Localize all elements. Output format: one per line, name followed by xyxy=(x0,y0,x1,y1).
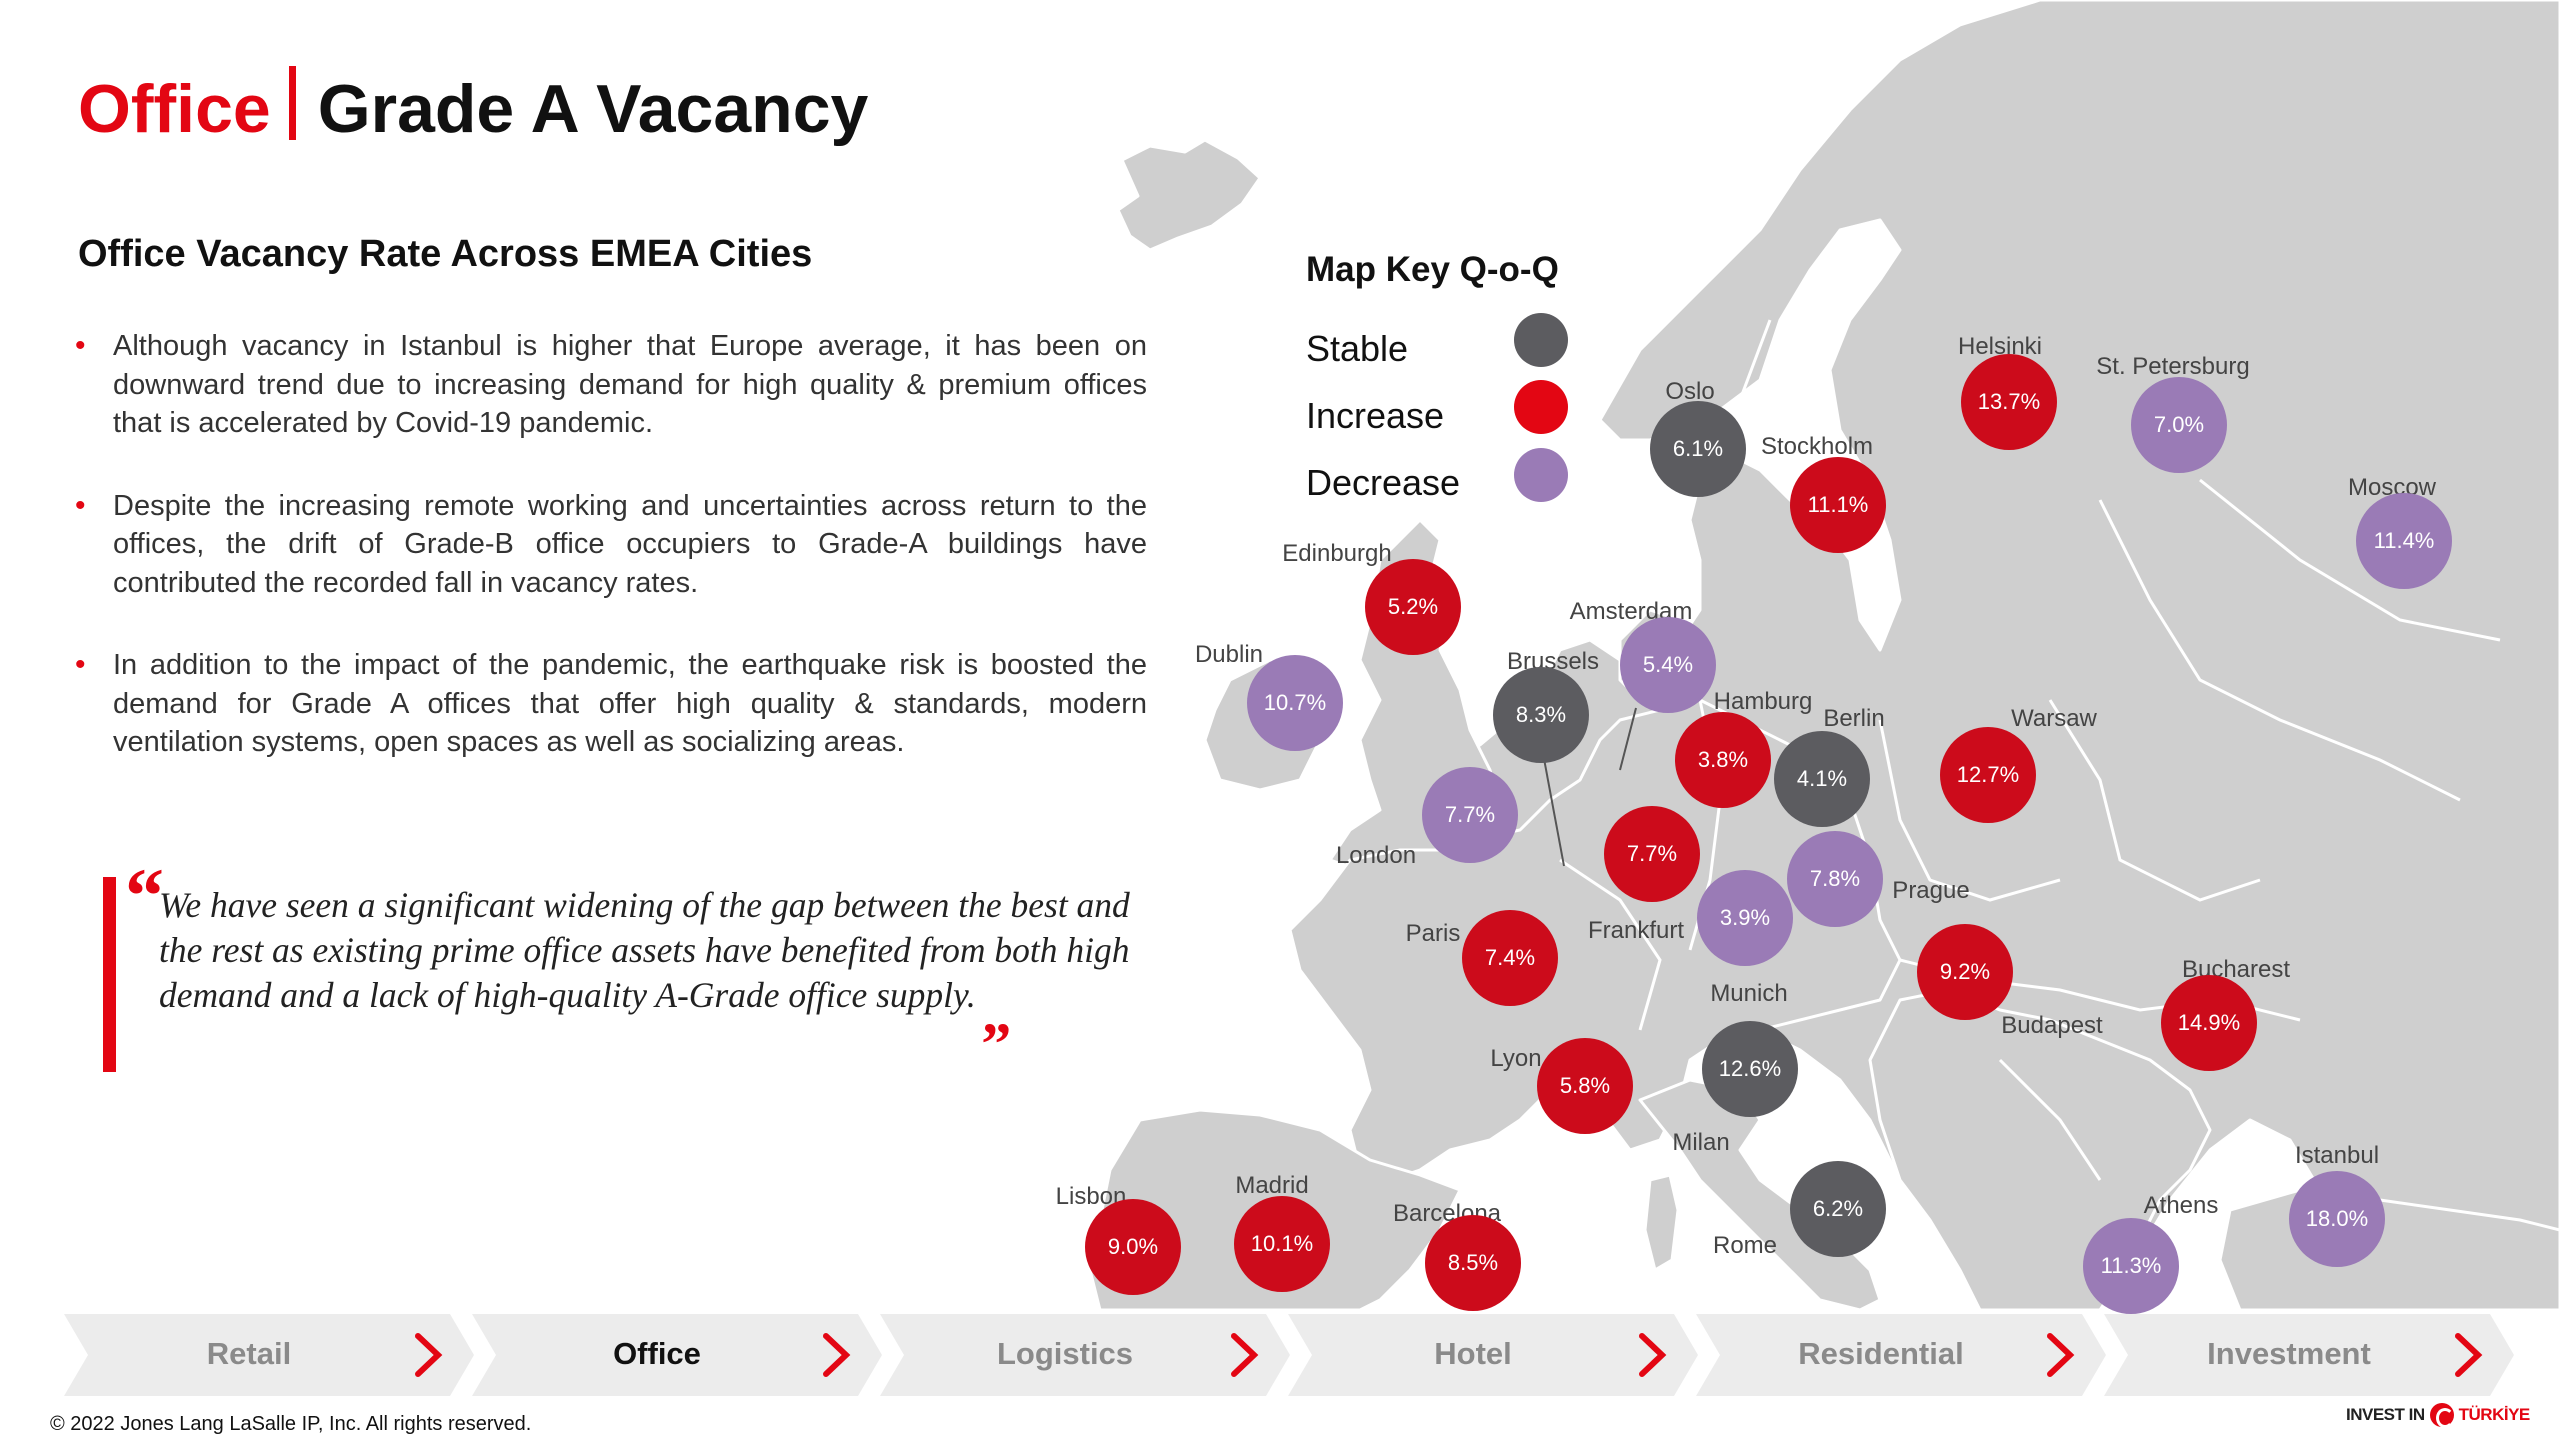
city-marker-lisbon: 9.0% xyxy=(1085,1199,1181,1295)
nav-tab-retail[interactable]: Retail xyxy=(64,1314,474,1396)
city-marker-edinburgh: 5.2% xyxy=(1365,559,1461,655)
city-label-istanbul: Istanbul xyxy=(2294,1142,2380,1169)
logo-text-left: INVEST IN xyxy=(2346,1405,2425,1424)
legend-label-increase: Increase xyxy=(1306,395,1445,436)
city-label-rome: Rome xyxy=(1712,1232,1778,1259)
nav-tab-label: Logistics xyxy=(996,1336,1134,1371)
city-label-lyon: Lyon xyxy=(1490,1045,1542,1072)
city-marker-budapest: 9.2% xyxy=(1917,924,2013,1020)
invest-in-turkiye-logo: INVEST IN TÜRKİYE xyxy=(2346,1401,2530,1429)
logo-emblem-icon xyxy=(2429,1403,2454,1428)
quote-close-mark: „ xyxy=(981,980,1012,1046)
quote-body: We have seen a significant widening of t… xyxy=(159,885,1130,1015)
nav-tab-office[interactable]: Office xyxy=(472,1314,882,1396)
nav-tab-label: Residential xyxy=(1798,1336,1964,1371)
city-marker-oslo: 6.1% xyxy=(1650,401,1746,497)
nav-tab-hotel[interactable]: Hotel xyxy=(1288,1314,1698,1396)
nav-tab-label: Investment xyxy=(2207,1336,2371,1371)
bullet-item: In addition to the impact of the pandemi… xyxy=(75,646,1147,762)
legend-label-stable: Stable xyxy=(1306,328,1409,369)
city-label-paris: Paris xyxy=(1405,920,1461,947)
city-marker-hamburg: 3.8% xyxy=(1675,712,1771,808)
city-label-oslo: Oslo xyxy=(1665,378,1715,405)
map-sardinia xyxy=(1643,1173,1680,1272)
legend-dot-stable xyxy=(1514,313,1568,367)
city-marker-bucharest: 14.9% xyxy=(2161,975,2257,1071)
bullet-item: Although vacancy in Istanbul is higher t… xyxy=(75,327,1147,443)
quote-text: We have seen a significant widening of t… xyxy=(159,883,1159,1043)
chevron-right-icon xyxy=(1220,1330,1270,1380)
city-label-frankfurt: Frankfurt xyxy=(1587,917,1685,944)
legend-dot-increase xyxy=(1514,380,1568,434)
legend-dot-decrease xyxy=(1514,448,1568,502)
nav-tab-label: Office xyxy=(613,1336,701,1371)
chevron-right-icon xyxy=(404,1330,454,1380)
city-marker-amsterdam: 5.4% xyxy=(1620,617,1716,713)
city-marker-berlin: 4.1% xyxy=(1774,731,1870,827)
bullet-item: Despite the increasing remote working an… xyxy=(75,487,1147,603)
chevron-right-icon xyxy=(2444,1330,2494,1380)
city-label-munich: Munich xyxy=(1710,980,1788,1007)
city-label-prague: Prague xyxy=(1892,877,1970,904)
legend-label-decrease: Decrease xyxy=(1306,462,1461,503)
nav-tab-investment[interactable]: Investment xyxy=(2104,1314,2514,1396)
city-label-budapest: Budapest xyxy=(2001,1012,2103,1039)
map-iceland xyxy=(1116,138,1262,252)
city-marker-moscow: 11.4% xyxy=(2356,493,2452,589)
city-marker-milan: 12.6% xyxy=(1702,1021,1798,1117)
city-marker-munich: 3.9% xyxy=(1697,870,1793,966)
copyright: © 2022 Jones Lang LaSalle IP, Inc. All r… xyxy=(50,1413,532,1435)
city-label-berlin: Berlin xyxy=(1823,705,1885,732)
logo-text-right: TÜRKİYE xyxy=(2458,1405,2531,1424)
city-label-athens: Athens xyxy=(2143,1192,2219,1219)
title-main: Grade A Vacancy xyxy=(317,71,869,147)
city-marker-stockholm: 11.1% xyxy=(1790,457,1886,553)
chevron-right-icon xyxy=(1628,1330,1678,1380)
legend-title: Map Key Q-o-Q xyxy=(1306,250,1559,289)
city-marker-london: 7.7% xyxy=(1422,767,1518,863)
page-title: Office Grade A Vacancy xyxy=(78,66,868,143)
city-marker-warsaw: 12.7% xyxy=(1940,727,2036,823)
city-label-edinburgh: Edinburgh xyxy=(1282,540,1392,567)
city-label-warsaw: Warsaw xyxy=(2011,705,2097,732)
city-label-stockholm: Stockholm xyxy=(1760,433,1874,460)
section-subtitle: Office Vacancy Rate Across EMEA Cities xyxy=(78,233,813,275)
nav-tab-logistics[interactable]: Logistics xyxy=(880,1314,1290,1396)
city-label-dublin: Dublin xyxy=(1194,641,1264,668)
section-nav: Retail Office Logistics Hotel Residential Inv… xyxy=(64,1314,2524,1396)
bullet-list: Although vacancy in Istanbul is higher t… xyxy=(75,327,1147,806)
title-office: Office xyxy=(78,71,271,147)
chevron-right-icon xyxy=(812,1330,862,1380)
city-marker-istanbul: 18.0% xyxy=(2289,1171,2385,1267)
city-marker-helsinki: 13.7% xyxy=(1961,354,2057,450)
city-marker-paris: 7.4% xyxy=(1462,910,1558,1006)
nav-tab-label: Hotel xyxy=(1434,1336,1512,1371)
nav-tab-label: Retail xyxy=(206,1336,292,1371)
chevron-right-icon xyxy=(2036,1330,2086,1380)
quote-bar xyxy=(103,877,116,1072)
quote-block: “ We have seen a significant widening of… xyxy=(103,857,1130,1075)
city-label-hamburg: Hamburg xyxy=(1713,688,1813,715)
city-marker-prague: 7.8% xyxy=(1787,831,1883,927)
city-marker-lyon: 5.8% xyxy=(1537,1038,1633,1134)
city-marker-brussels: 8.3% xyxy=(1493,667,1589,763)
city-marker-madrid: 10.1% xyxy=(1234,1196,1330,1292)
nav-tab-residential[interactable]: Residential xyxy=(1696,1314,2106,1396)
city-marker-rome: 6.2% xyxy=(1790,1161,1886,1257)
city-marker-dublin: 10.7% xyxy=(1247,655,1343,751)
city-marker-barcelona: 8.5% xyxy=(1425,1215,1521,1311)
city-label-madrid: Madrid xyxy=(1235,1172,1309,1199)
quote-open-mark: “ xyxy=(125,852,164,939)
city-marker-athens: 11.3% xyxy=(2083,1218,2179,1314)
city-label-london: London xyxy=(1335,842,1417,869)
title-divider xyxy=(288,66,296,140)
city-marker-frankfurt: 7.7% xyxy=(1604,806,1700,902)
city-label-milan: Milan xyxy=(1672,1129,1730,1156)
city-marker-st-petersburg: 7.0% xyxy=(2131,377,2227,473)
city-label-st-petersburg: St. Petersburg xyxy=(2096,353,2250,380)
